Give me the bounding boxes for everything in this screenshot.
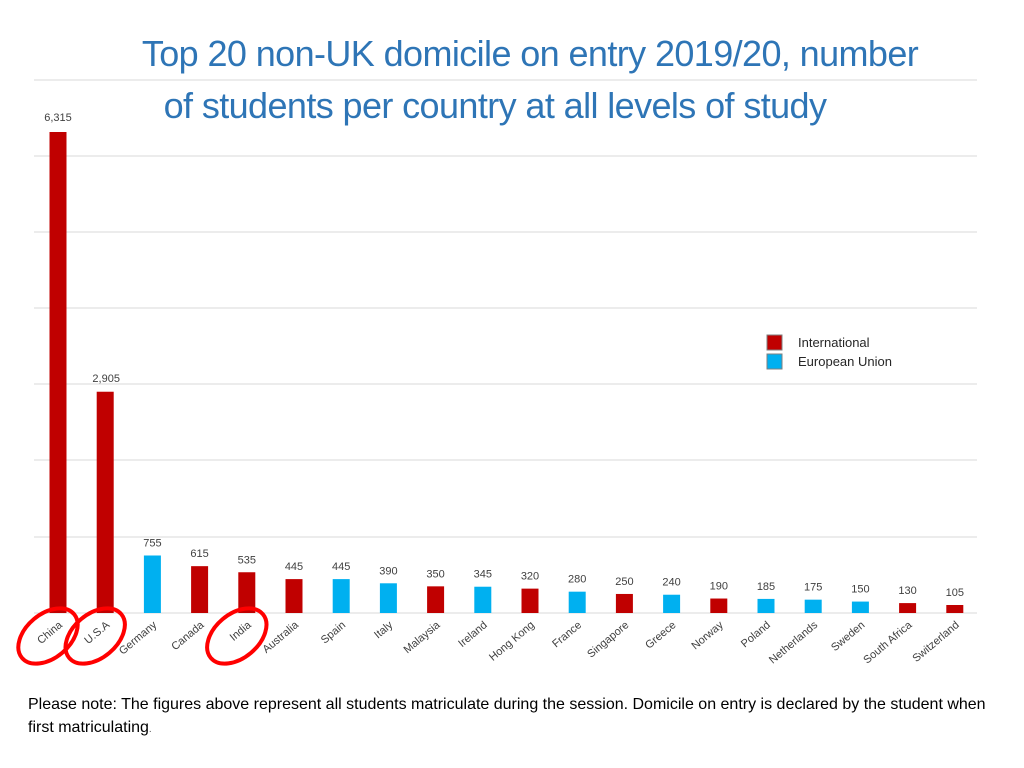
- footnote-period: .: [148, 724, 152, 735]
- value-label-germany: 755: [143, 537, 161, 549]
- value-label-italy: 390: [379, 565, 397, 577]
- footnote: Please note: The figures above represent…: [28, 693, 998, 741]
- bar-poland: [757, 598, 775, 613]
- category-label-india: India: [228, 619, 255, 644]
- value-label-india: 535: [238, 554, 256, 566]
- value-label-switzerland: 105: [946, 587, 964, 599]
- legend: International European Union: [766, 334, 892, 370]
- value-label-australia: 445: [285, 561, 303, 573]
- highlight-circles: [16, 606, 269, 666]
- value-label-norway: 190: [710, 581, 728, 593]
- footnote-text: Please note: The figures above represent…: [28, 696, 986, 736]
- legend-swatch-european-union: [766, 353, 783, 370]
- value-label-spain: 445: [332, 561, 350, 573]
- value-label-china: 6,315: [44, 112, 72, 124]
- value-label-poland: 185: [757, 581, 775, 593]
- value-label-hong-kong: 320: [521, 571, 539, 583]
- category-label-china: China: [35, 619, 65, 647]
- bar-ireland: [474, 586, 492, 613]
- value-label-singapore: 250: [615, 576, 633, 588]
- category-label-switzerland: Switzerland: [910, 619, 961, 665]
- value-label-canada: 615: [190, 548, 208, 560]
- value-label-greece: 240: [662, 577, 680, 589]
- value-label-netherlands: 175: [804, 582, 822, 594]
- legend-label-international: International: [798, 335, 870, 350]
- bar-spain: [332, 579, 350, 613]
- category-label-u-s-a: U.S.A: [82, 619, 112, 647]
- chart-title: Top 20 non-UK domicile on entry 2019/20,…: [60, 28, 1000, 132]
- bar-netherlands: [804, 599, 822, 613]
- category-label-norway: Norway: [689, 619, 726, 652]
- category-label-netherlands: Netherlands: [767, 619, 821, 667]
- category-label-canada: Canada: [169, 619, 207, 654]
- category-label-hong-kong: Hong Kong: [487, 619, 537, 664]
- value-label-sweden: 150: [851, 584, 869, 596]
- bar-sweden: [851, 601, 869, 613]
- bar-switzerland: [946, 605, 964, 613]
- bar-hong-kong: [521, 588, 539, 613]
- category-label-ireland: Ireland: [456, 619, 489, 650]
- category-label-malaysia: Malaysia: [402, 619, 444, 657]
- title-line-1: Top 20 non-UK domicile on entry 2019/20,…: [141, 33, 919, 74]
- category-label-singapore: Singapore: [585, 619, 631, 660]
- bar-canada: [191, 566, 209, 613]
- bar-singapore: [615, 593, 633, 613]
- category-label-france: France: [550, 619, 584, 650]
- bar-australia: [285, 579, 303, 613]
- category-label-south-africa: South Africa: [861, 619, 915, 667]
- value-label-france: 280: [568, 574, 586, 586]
- highlight-circle-india: [205, 606, 269, 666]
- bar-france: [568, 591, 586, 613]
- category-label-sweden: Sweden: [829, 619, 867, 654]
- category-label-spain: Spain: [319, 619, 348, 646]
- value-label-ireland: 345: [474, 569, 492, 581]
- highlight-circle-china: [16, 606, 80, 666]
- category-label-poland: Poland: [739, 619, 773, 650]
- bar-chart: 6,315 2,905 755 615 535 445 445 390 350 345 320 280…: [16, 79, 977, 667]
- bar-germany: [143, 555, 161, 613]
- bar-india: [238, 572, 256, 613]
- value-label-south-africa: 130: [898, 585, 916, 597]
- category-label-greece: Greece: [643, 619, 678, 651]
- bar-china: [49, 132, 67, 613]
- bar-italy: [379, 583, 397, 613]
- category-label-italy: Italy: [372, 619, 396, 641]
- bar-south-africa: [899, 603, 917, 613]
- value-label-u-s-a: 2,905: [92, 373, 120, 385]
- value-label-malaysia: 350: [426, 568, 444, 580]
- category-labels: China U.S.A Germany Canada India Australia Spa…: [35, 619, 962, 667]
- bar-u-s-a: [96, 391, 114, 613]
- title-line-2: of students per country at all levels of…: [163, 85, 827, 126]
- highlight-circle-u-s-a: [63, 606, 127, 666]
- legend-label-european-union: European Union: [798, 354, 892, 369]
- value-labels: 6,315 2,905 755 615 535 445 445 390 350 345 320 280…: [44, 112, 964, 599]
- bars: [49, 132, 964, 613]
- bar-greece: [663, 594, 681, 613]
- legend-swatch-international: [766, 334, 783, 351]
- bar-norway: [710, 598, 728, 613]
- bar-malaysia: [427, 586, 445, 613]
